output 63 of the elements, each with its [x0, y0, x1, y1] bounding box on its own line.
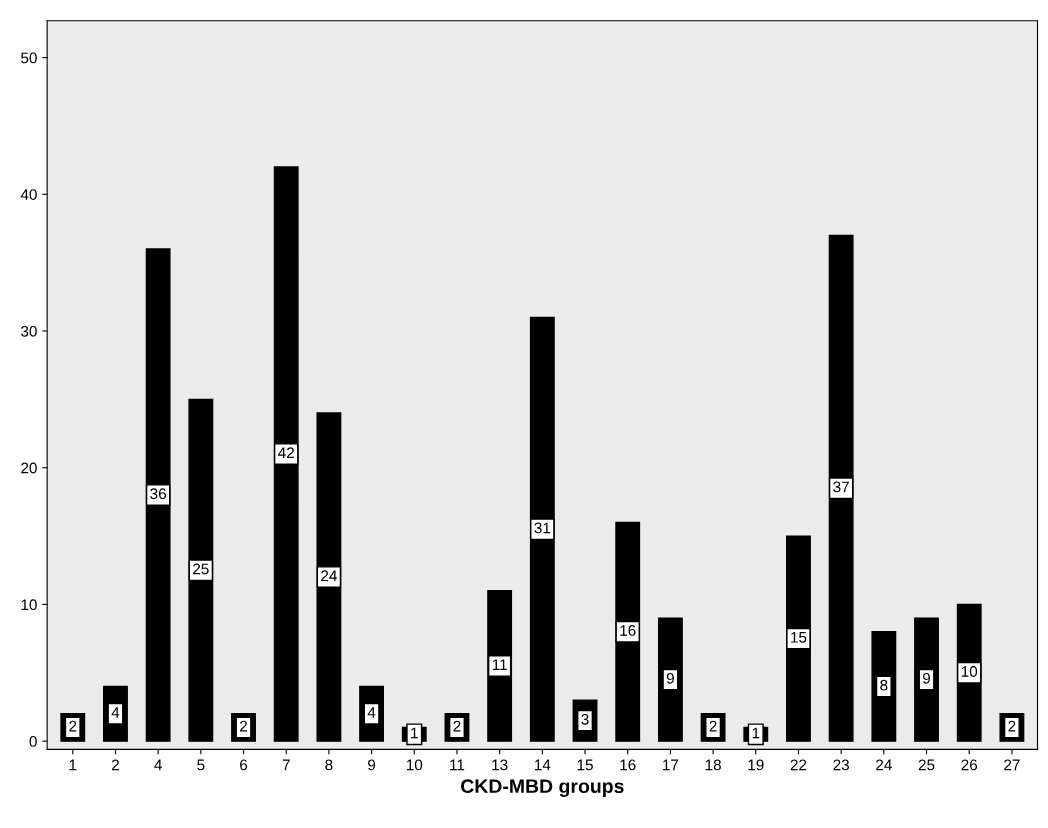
- data-label: 2: [1008, 720, 1016, 732]
- x-tick-label: 24: [876, 759, 892, 771]
- data-label: 24: [321, 570, 337, 582]
- x-tick-label: 4: [154, 759, 162, 771]
- x-axis-title: CKD-MBD groups: [461, 779, 624, 797]
- y-tick-label: 20: [21, 462, 37, 474]
- x-tick-label: 14: [535, 759, 551, 771]
- bar: [615, 521, 641, 742]
- data-label: 2: [69, 720, 77, 732]
- data-label: 1: [411, 727, 418, 739]
- x-tick-label: 2: [111, 759, 119, 771]
- x-tick-label: 1: [69, 759, 77, 771]
- bar: [316, 412, 342, 742]
- y-tick-label: 0: [29, 736, 37, 747]
- bar: [273, 166, 299, 742]
- x-tick-label: 23: [833, 759, 849, 771]
- x-tick-label: 18: [705, 759, 721, 771]
- data-label: 37: [833, 481, 849, 493]
- data-label: 1: [752, 727, 760, 739]
- x-tick-label: 25: [918, 759, 935, 771]
- x-tick-label: 8: [325, 759, 333, 771]
- y-tick-label: 30: [21, 325, 37, 337]
- x-tick-label: 10: [406, 759, 423, 771]
- data-label: 9: [666, 672, 674, 684]
- data-label: 4: [367, 707, 376, 718]
- data-label: 15: [791, 632, 807, 643]
- x-tick-label: 17: [663, 759, 679, 771]
- data-label: 10: [961, 666, 978, 677]
- y-tick-label: 50: [21, 52, 37, 64]
- x-tick-label: 27: [1004, 759, 1020, 771]
- bar: [529, 316, 555, 742]
- data-label: 11: [492, 659, 507, 670]
- data-label: 4: [111, 707, 120, 718]
- bar: [188, 398, 214, 742]
- y-tick-label: 40: [20, 189, 37, 200]
- data-label: 42: [278, 447, 294, 459]
- data-label: 2: [709, 720, 717, 732]
- x-tick-label: 19: [748, 759, 764, 771]
- x-tick-label: 16: [620, 759, 636, 771]
- data-label: 25: [193, 563, 209, 575]
- data-label: 3: [581, 713, 589, 725]
- data-label: 8: [880, 679, 888, 691]
- bar: [145, 248, 171, 742]
- x-tick-label: 15: [577, 759, 593, 771]
- bar: [786, 535, 811, 742]
- x-tick-label: 6: [240, 759, 248, 771]
- x-tick-label: 7: [282, 759, 290, 771]
- data-label: 2: [453, 720, 461, 732]
- x-tick-label: 5: [197, 759, 205, 771]
- data-label: 36: [150, 488, 166, 500]
- bar: [657, 617, 683, 742]
- x-tick-label: 11: [450, 759, 465, 771]
- data-label: 31: [534, 522, 551, 534]
- bar: [914, 617, 939, 742]
- y-tick-label: 10: [21, 599, 37, 611]
- data-label: 9: [923, 672, 931, 684]
- x-tick-label: 9: [368, 759, 376, 771]
- bar: [828, 234, 854, 742]
- data-label: 16: [620, 625, 636, 636]
- x-tick-label: 22: [790, 759, 807, 771]
- x-tick-label: 26: [961, 759, 978, 771]
- x-tick-label: 13: [492, 759, 508, 771]
- data-label: 2: [240, 720, 248, 732]
